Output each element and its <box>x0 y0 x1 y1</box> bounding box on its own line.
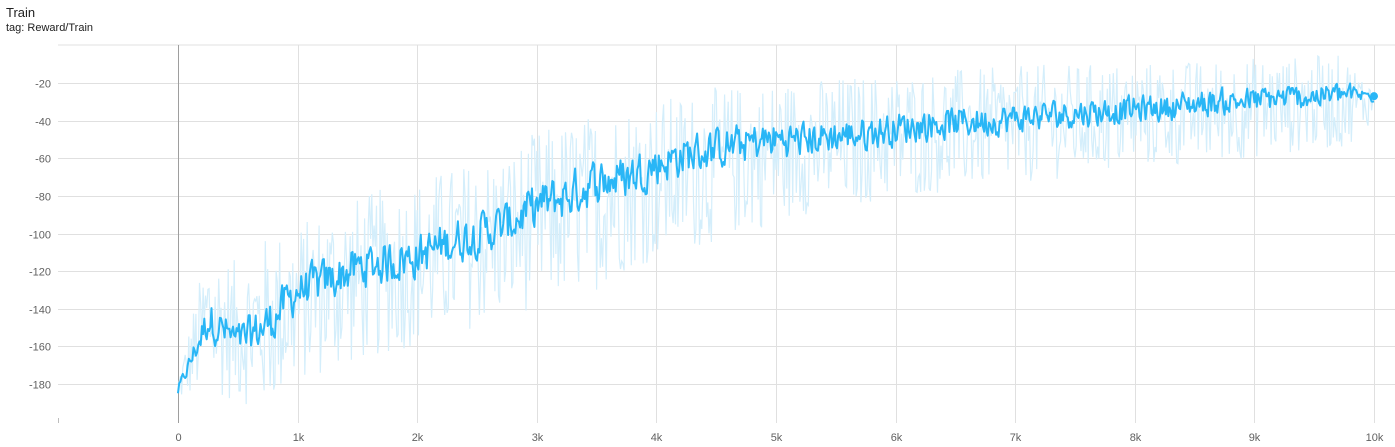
y-tick-label: -140 <box>29 305 51 317</box>
x-tick-label: 0 <box>175 432 181 444</box>
x-tick-label: 7k <box>1010 432 1022 444</box>
y-tick-label: -100 <box>29 230 51 242</box>
y-tick-label: -160 <box>29 342 51 354</box>
chart-tag: tag: Reward/Train <box>6 22 94 34</box>
y-tick-label: -180 <box>29 380 51 392</box>
x-tick-label: 1k <box>293 432 305 444</box>
x-tick-label: 10k <box>1366 432 1384 444</box>
series-group <box>177 54 1378 405</box>
x-tick-label: 5k <box>771 432 783 444</box>
x-tick-label: 4k <box>651 432 663 444</box>
y-axis-ticks: -180 -160 -140 -120 -100 -80 -60 -40 -20 <box>29 79 51 392</box>
last-point-marker[interactable] <box>1370 92 1378 101</box>
y-tick-label: -20 <box>35 79 51 91</box>
x-axis-ticks: 0 1k 2k 3k 4k 5k 6k 7k 8k 9k 10k <box>175 432 1383 444</box>
x-tick-label: 9k <box>1249 432 1261 444</box>
smoothed-series-line <box>177 82 1375 394</box>
chart-title: Train <box>6 5 36 20</box>
y-tick-label: -120 <box>29 267 51 279</box>
y-tick-label: -40 <box>35 117 51 129</box>
x-tick-label: 3k <box>532 432 544 444</box>
x-tick-label: 8k <box>1130 432 1142 444</box>
x-tick-label: 2k <box>412 432 424 444</box>
y-tick-label: -80 <box>35 192 51 204</box>
x-tick-label: 6k <box>891 432 903 444</box>
y-tick-label: -60 <box>35 154 51 166</box>
